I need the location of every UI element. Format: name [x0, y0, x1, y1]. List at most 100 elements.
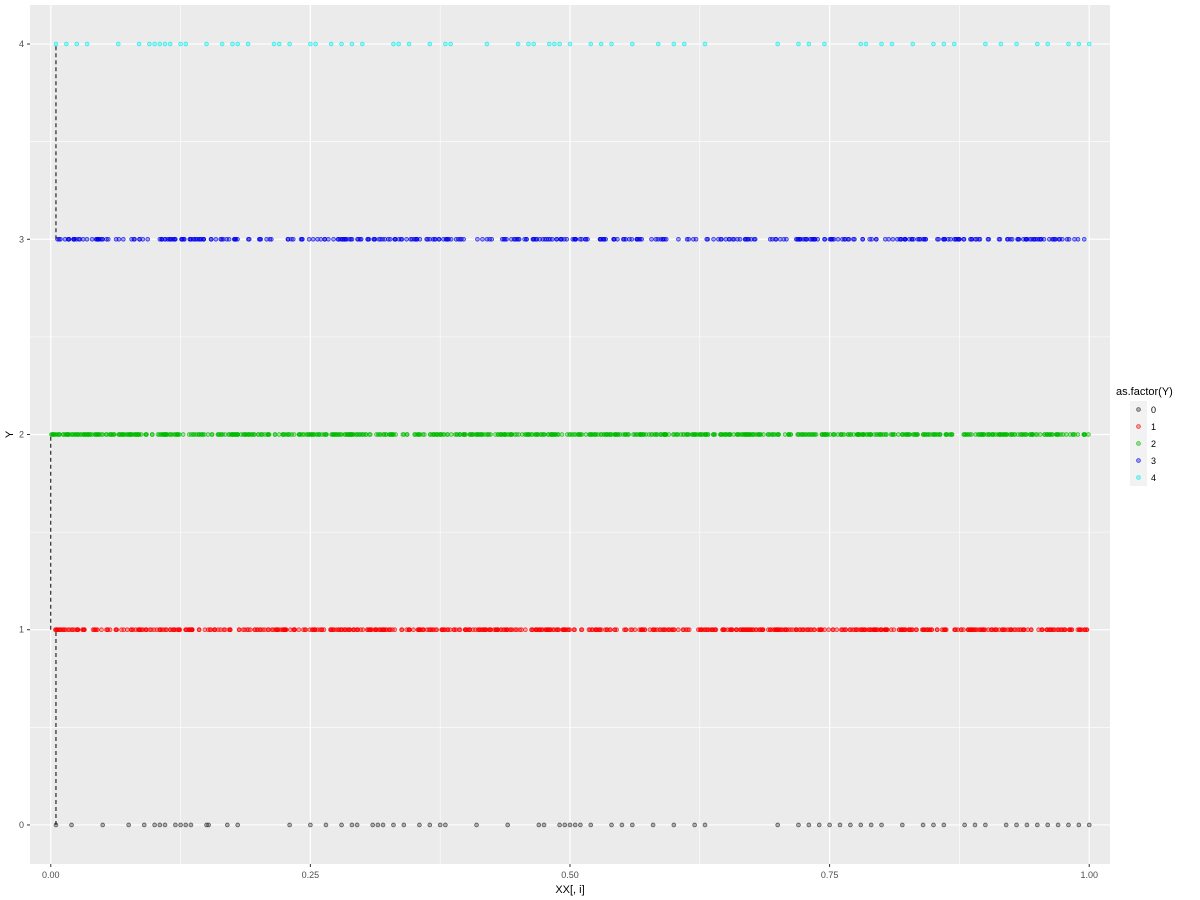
data-point-series-3	[208, 236, 214, 242]
data-point-series-2	[97, 432, 102, 437]
data-point-series-2	[809, 432, 815, 437]
data-point-series-4	[557, 41, 562, 47]
data-point-series-2	[973, 432, 978, 437]
data-point-series-2	[186, 432, 192, 437]
data-point-series-1	[430, 627, 435, 633]
data-point-series-1	[929, 627, 935, 633]
data-point-series-2	[383, 432, 389, 437]
data-point-series-3	[71, 236, 76, 242]
data-point-series-4	[136, 41, 142, 47]
data-point-series-2	[457, 432, 463, 437]
data-point-series-0	[162, 822, 168, 828]
data-point-series-2	[282, 432, 287, 437]
data-point-series-4	[630, 41, 635, 47]
data-point-series-3	[822, 236, 828, 242]
data-point-series-3	[524, 236, 529, 242]
data-point-series-3	[686, 236, 692, 242]
data-point-series-1	[934, 627, 940, 633]
data-point-series-1	[1040, 627, 1045, 633]
data-point-series-3	[105, 236, 111, 242]
data-point-series-1	[205, 627, 211, 633]
data-point-series-1	[105, 627, 110, 633]
data-point-series-3	[723, 236, 729, 242]
data-point-series-2	[697, 432, 703, 437]
y-axis-title: Y	[4, 430, 16, 438]
data-point-series-0	[619, 822, 625, 828]
data-point-series-4	[484, 41, 490, 47]
data-point-series-2	[136, 432, 142, 437]
data-point-series-0	[572, 822, 578, 828]
data-point-series-0	[308, 822, 313, 828]
data-point-series-0	[1035, 822, 1040, 828]
data-point-series-3	[459, 236, 464, 242]
data-point-series-2	[500, 432, 506, 437]
data-point-series-1	[579, 627, 585, 633]
data-point-series-1	[654, 627, 660, 633]
data-point-series-3	[404, 236, 409, 242]
data-point-series-1	[1055, 627, 1060, 633]
data-point-series-3	[846, 236, 852, 242]
data-point-series-3	[802, 236, 808, 242]
data-point-series-4	[157, 41, 163, 47]
data-point-series-1	[547, 627, 553, 633]
data-point-series-1	[1021, 627, 1026, 633]
data-point-series-1	[196, 627, 202, 633]
data-point-series-4	[391, 41, 396, 47]
data-point-series-2	[1009, 432, 1014, 437]
data-point-series-1	[350, 627, 356, 633]
data-point-series-4	[360, 41, 365, 47]
data-point-series-1	[782, 627, 788, 633]
data-point-series-3	[731, 236, 737, 242]
data-point-series-4	[162, 41, 168, 47]
data-point-series-3	[577, 236, 583, 242]
data-point-series-1	[542, 627, 548, 633]
data-point-series-2	[161, 432, 167, 437]
data-point-series-3	[601, 236, 607, 242]
data-point-series-1	[390, 627, 395, 633]
data-point-series-3	[1015, 236, 1020, 242]
data-point-series-4	[443, 41, 448, 47]
data-point-series-3	[621, 236, 627, 242]
data-point-series-1	[874, 627, 880, 633]
data-point-series-4	[552, 41, 557, 47]
data-point-series-2	[359, 432, 365, 437]
data-point-series-4	[349, 41, 355, 47]
data-point-series-1	[411, 627, 416, 633]
data-point-series-3	[96, 236, 102, 242]
data-point-series-3	[256, 236, 262, 242]
data-point-series-3	[201, 236, 206, 242]
data-point-series-2	[180, 432, 186, 437]
data-point-series-2	[404, 432, 410, 437]
data-point-series-2	[896, 432, 901, 437]
data-point-series-2	[832, 432, 837, 437]
data-point-series-1	[859, 627, 865, 633]
data-point-series-1	[739, 627, 744, 633]
data-point-series-0	[541, 822, 547, 828]
data-point-series-0	[178, 822, 183, 828]
data-point-series-4	[406, 41, 412, 47]
data-point-series-2	[94, 432, 99, 437]
data-point-series-1	[665, 627, 670, 633]
data-point-series-3	[915, 236, 921, 242]
data-point-series-2	[995, 432, 1001, 437]
data-point-series-1	[470, 627, 476, 633]
data-point-series-4	[308, 41, 313, 47]
data-point-series-2	[54, 432, 60, 437]
data-point-series-2	[258, 432, 264, 437]
data-point-series-3	[336, 236, 341, 242]
x-tick-label: 0.75	[821, 870, 839, 880]
data-point-series-3	[489, 236, 495, 242]
data-point-series-2	[368, 432, 373, 437]
data-point-series-2	[480, 432, 486, 437]
data-point-series-2	[323, 432, 328, 437]
data-point-series-3	[348, 236, 354, 242]
data-point-series-4	[889, 41, 895, 47]
data-point-series-2	[209, 432, 215, 437]
data-point-series-0	[225, 822, 230, 828]
data-point-series-0	[173, 822, 178, 828]
data-point-series-4	[178, 41, 183, 47]
data-point-series-1	[99, 627, 104, 633]
x-axis-title: XX[, i]	[555, 884, 584, 896]
data-point-series-0	[323, 822, 329, 828]
data-point-series-4	[245, 41, 251, 47]
